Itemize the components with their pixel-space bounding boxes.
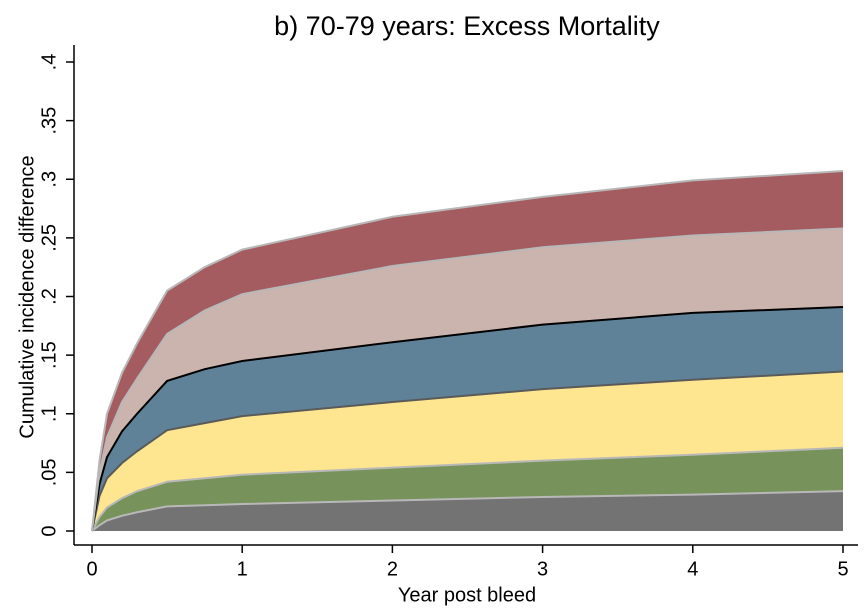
chart-title: b) 70-79 years: Excess Mortality — [274, 11, 660, 41]
area-band — [92, 371, 843, 531]
y-tick-label: .25 — [38, 224, 60, 252]
area-band — [92, 171, 843, 532]
y-tick-label: .35 — [38, 107, 60, 135]
x-tick-label: 0 — [86, 558, 97, 580]
band-edge — [91, 490, 844, 532]
band-edge — [91, 227, 844, 532]
x-tick-label: 1 — [237, 558, 248, 580]
y-tick-label: .05 — [38, 458, 60, 486]
area-band — [92, 307, 843, 531]
y-axis-label: Cumulative incidence difference — [16, 155, 38, 438]
band-edge — [91, 370, 844, 532]
area-band — [92, 228, 843, 531]
y-tick-label: .3 — [38, 171, 60, 188]
y-tick-label: .15 — [38, 341, 60, 369]
y-tick-label: .4 — [38, 54, 60, 71]
x-axis-label: Year post bleed — [398, 584, 536, 606]
x-tick-label: 2 — [387, 558, 398, 580]
band-edge — [91, 306, 844, 532]
y-tick-label: 0 — [38, 525, 60, 536]
y-tick-label: .1 — [38, 405, 60, 422]
band-edge — [91, 170, 844, 532]
x-tick-label: 4 — [687, 558, 698, 580]
x-tick-label: 5 — [837, 558, 848, 580]
band-edge — [91, 446, 844, 532]
area-band — [92, 491, 843, 531]
x-tick-label: 3 — [537, 558, 548, 580]
area-band — [92, 447, 843, 531]
y-tick-label: .2 — [38, 288, 60, 305]
